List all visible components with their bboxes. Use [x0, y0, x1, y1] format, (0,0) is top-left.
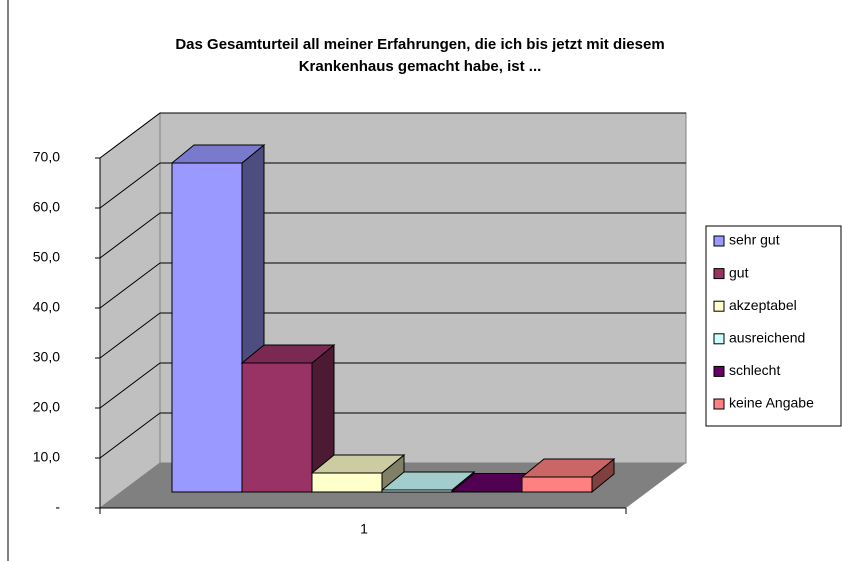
legend-swatch	[713, 398, 725, 410]
legend-swatch	[713, 268, 725, 280]
legend-swatch	[713, 333, 725, 345]
bar-face	[310, 454, 406, 474]
grid-line	[99, 412, 161, 459]
grid-line	[99, 362, 161, 409]
legend-label: sehr gut	[729, 232, 780, 248]
legend-swatch	[713, 235, 725, 247]
bar-face	[380, 471, 476, 491]
y-tick-label: 20,0	[33, 399, 60, 415]
legend-label: akzeptabel	[729, 297, 797, 313]
bar	[240, 343, 336, 494]
grid-line	[99, 312, 161, 359]
chart-title: Krankenhaus gemacht habe, ist ...	[299, 58, 542, 75]
x-tick-label: 1	[360, 521, 368, 537]
y-tick-label: 30,0	[33, 349, 60, 365]
chart-title: Das Gesamturteil all meiner Erfahrungen,…	[175, 36, 664, 53]
legend-label: ausreichend	[729, 330, 805, 346]
y-tick-label: 40,0	[33, 299, 60, 315]
legend	[705, 225, 842, 427]
grid-line	[99, 162, 161, 209]
legend-label: keine Angabe	[729, 395, 814, 411]
y-tick-label: 60,0	[33, 199, 60, 215]
bar-face	[240, 344, 336, 364]
grid-line	[99, 262, 161, 309]
bar	[310, 453, 406, 494]
grid-line	[99, 212, 161, 259]
bar	[520, 457, 616, 494]
bar-face	[170, 144, 266, 164]
y-tick-label: -	[55, 499, 60, 515]
bar-face	[520, 458, 616, 478]
legend-label: gut	[729, 264, 749, 280]
legend-swatch	[713, 300, 725, 312]
bar-face	[311, 472, 383, 493]
bar-face	[171, 162, 243, 493]
legend-label: schlecht	[729, 362, 780, 378]
grid-line	[99, 112, 161, 159]
y-tick-label: 50,0	[33, 249, 60, 265]
legend-swatch	[713, 365, 725, 377]
y-tick-label: 70,0	[33, 149, 60, 165]
side-wall	[99, 112, 161, 509]
y-tick-label: 10,0	[33, 449, 60, 465]
bar-face	[241, 362, 313, 493]
bar-face	[521, 476, 593, 493]
